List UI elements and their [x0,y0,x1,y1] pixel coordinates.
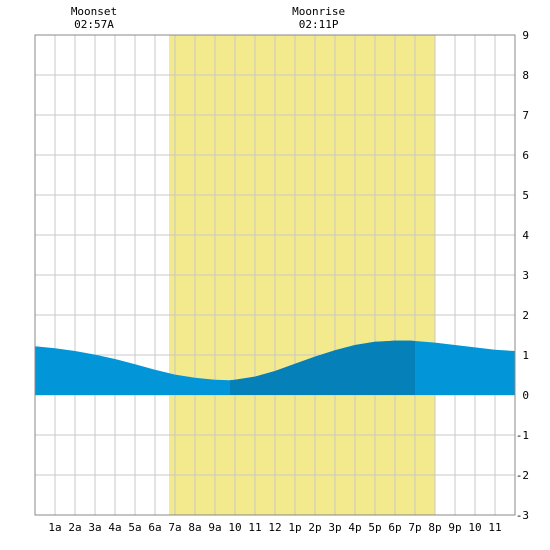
x-tick-label: 10 [468,521,481,534]
y-tick-label: 7 [522,109,529,122]
y-tick-label: -1 [516,429,529,442]
x-tick-label: 12 [268,521,281,534]
y-tick-label: 8 [522,69,529,82]
x-tick-label: 1p [288,521,301,534]
x-tick-label: 7a [168,521,181,534]
x-tick-label: 10 [228,521,241,534]
grid-layer [35,35,515,515]
y-tick-label: 1 [522,349,529,362]
tide-area-highlight [230,340,415,395]
y-tick-label: 2 [522,309,529,322]
y-tick-label: 3 [522,269,529,282]
x-tick-label: 2a [68,521,81,534]
x-tick-label: 9p [448,521,461,534]
x-tick-label: 11 [488,521,501,534]
x-tick-labels: 1a 2a 3a 4a 5a 6a 7a 8a 9a 10 11 12 1p 2p 3p 4p 5p 6p 7p 8p… [48,521,501,534]
x-tick-label: 2p [308,521,321,534]
x-tick-label: 4p [348,521,361,534]
x-tick-label: 5p [368,521,381,534]
y-tick-label: -3 [516,509,529,522]
x-tick-label: 1a [48,521,61,534]
y-tick-label: 6 [522,149,529,162]
moon-event-time: 02:11P [299,18,339,31]
x-tick-label: 6p [388,521,401,534]
y-tick-label: 9 [522,29,529,42]
moon-event-label: Moonrise [292,5,345,18]
x-tick-label: 5a [128,521,141,534]
x-tick-label: 3a [88,521,101,534]
y-tick-label: 5 [522,189,529,202]
x-tick-label: 11 [248,521,261,534]
y-tick-labels: -3 -2 -1 0 1 2 3 4 5 6 7 8 9 [516,29,530,522]
x-tick-label: 8a [188,521,201,534]
x-tick-label: 8p [428,521,441,534]
x-tick-label: 6a [148,521,161,534]
tide-area-layer [35,340,515,395]
moon-event-time: 02:57A [74,18,114,31]
x-tick-label: 3p [328,521,341,534]
y-tick-label: -2 [516,469,529,482]
x-tick-label: 4a [108,521,121,534]
x-tick-label: 9a [208,521,221,534]
y-tick-label: 4 [522,229,529,242]
y-tick-label: 0 [522,389,529,402]
plot-border [34,34,516,516]
moon-event-label: Moonset [71,5,117,18]
x-tick-label: 7p [408,521,421,534]
